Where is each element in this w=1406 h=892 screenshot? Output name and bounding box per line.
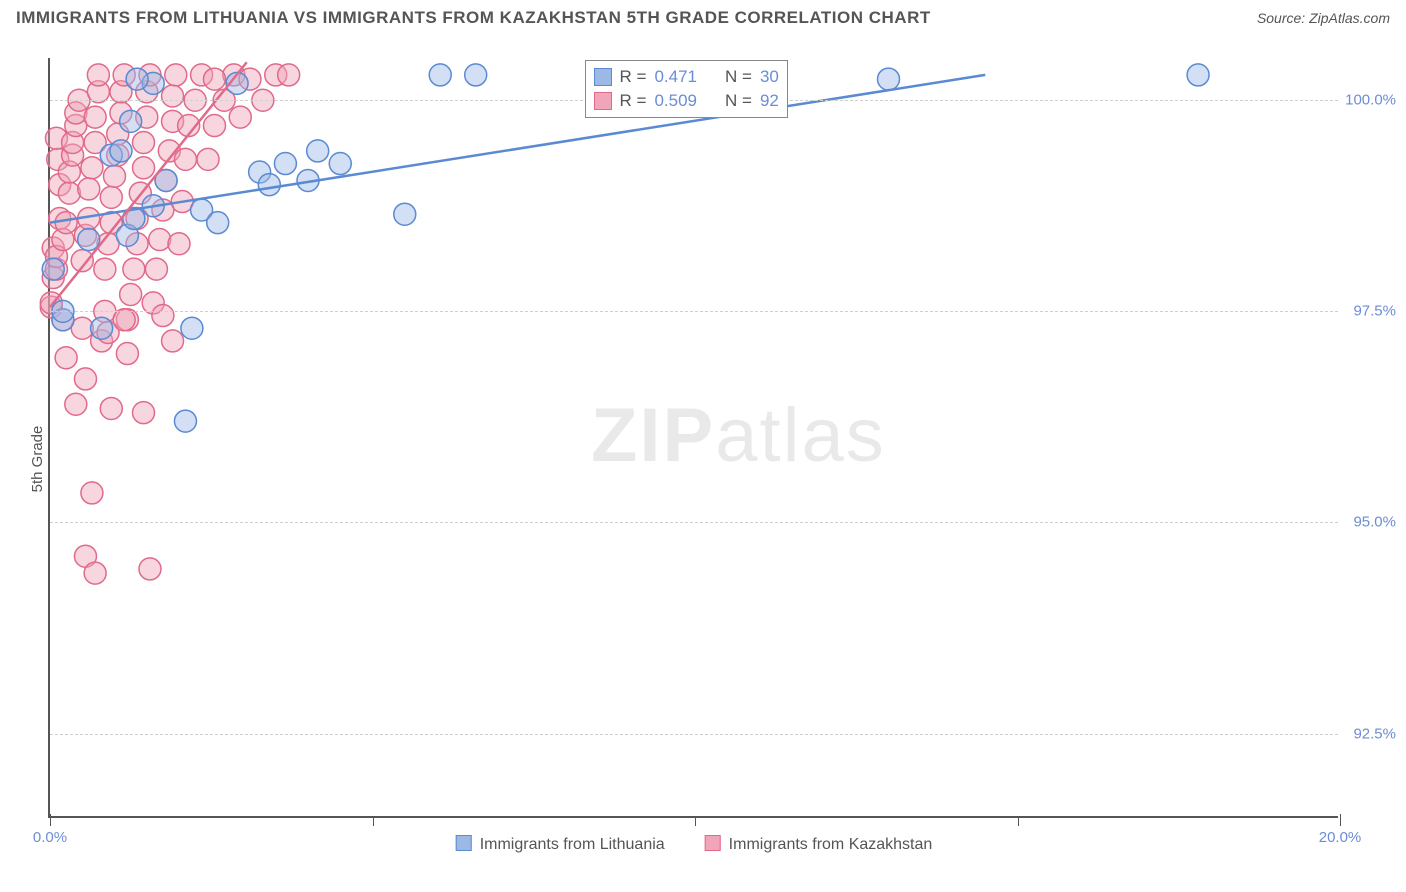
data-point <box>126 68 148 90</box>
data-point <box>110 140 132 162</box>
data-point <box>278 64 300 86</box>
data-point <box>87 64 109 86</box>
data-point <box>162 85 184 107</box>
x-tick-label: 20.0% <box>1319 829 1362 846</box>
data-point <box>149 229 171 251</box>
legend-label: Immigrants from Lithuania <box>480 836 665 853</box>
data-point <box>100 397 122 419</box>
data-point <box>100 186 122 208</box>
data-point <box>133 402 155 424</box>
data-point <box>394 203 416 225</box>
data-point <box>1187 64 1209 86</box>
swatch-icon <box>456 835 472 851</box>
data-point <box>78 178 100 200</box>
swatch-icon <box>594 68 612 86</box>
stats-box: R = 0.471 N = 30 R = 0.509 N = 92 <box>585 60 788 118</box>
y-axis-label: 5th Grade <box>29 426 46 493</box>
data-point <box>91 317 113 339</box>
data-point <box>81 482 103 504</box>
data-point <box>78 229 100 251</box>
data-point <box>329 153 351 175</box>
data-point <box>55 347 77 369</box>
r-label: R = <box>620 91 647 111</box>
swatch-icon <box>705 835 721 851</box>
chart-wrap: 5th Grade ZIPatlas 92.5%95.0%97.5%100.0%… <box>0 34 1406 884</box>
data-point <box>104 165 126 187</box>
data-point <box>307 140 329 162</box>
stats-row: R = 0.471 N = 30 <box>594 65 779 89</box>
y-tick-label: 95.0% <box>1353 514 1396 531</box>
data-point <box>120 110 142 132</box>
data-point <box>207 212 229 234</box>
y-tick-label: 92.5% <box>1353 725 1396 742</box>
n-value: 30 <box>760 67 779 87</box>
data-point <box>165 64 187 86</box>
x-tick <box>50 814 51 826</box>
legend-label: Immigrants from Kazakhstan <box>729 836 933 853</box>
data-point <box>84 106 106 128</box>
x-tick-label: 0.0% <box>33 829 67 846</box>
data-point <box>133 131 155 153</box>
data-point <box>133 157 155 179</box>
n-value: 92 <box>760 91 779 111</box>
title-bar: IMMIGRANTS FROM LITHUANIA VS IMMIGRANTS … <box>0 0 1406 34</box>
gridline-h <box>50 734 1338 735</box>
data-point <box>58 182 80 204</box>
data-point <box>197 148 219 170</box>
data-point <box>139 558 161 580</box>
y-tick-label: 97.5% <box>1353 303 1396 320</box>
data-point <box>152 305 174 327</box>
x-tick <box>695 816 696 826</box>
data-point <box>84 562 106 584</box>
data-point <box>174 148 196 170</box>
data-point <box>878 68 900 90</box>
stats-row: R = 0.509 N = 92 <box>594 89 779 113</box>
legend-item: Immigrants from Kazakhstan <box>705 835 933 854</box>
data-point <box>55 212 77 234</box>
plot-area: ZIPatlas 92.5%95.0%97.5%100.0%0.0%20.0%R… <box>48 58 1338 818</box>
gridline-h <box>50 311 1338 312</box>
data-point <box>274 153 296 175</box>
legend: Immigrants from Lithuania Immigrants from… <box>456 835 933 854</box>
scatter-svg <box>50 58 1340 818</box>
r-value: 0.509 <box>654 91 697 111</box>
x-tick <box>373 816 374 826</box>
data-point <box>120 283 142 305</box>
data-point <box>145 258 167 280</box>
chart-title: IMMIGRANTS FROM LITHUANIA VS IMMIGRANTS … <box>16 8 931 28</box>
x-tick <box>1018 816 1019 826</box>
data-point <box>65 393 87 415</box>
data-point <box>229 106 251 128</box>
legend-item: Immigrants from Lithuania <box>456 835 665 854</box>
data-point <box>81 157 103 179</box>
swatch-icon <box>594 92 612 110</box>
n-label: N = <box>725 91 752 111</box>
data-point <box>465 64 487 86</box>
data-point <box>94 258 116 280</box>
data-point <box>116 343 138 365</box>
data-point <box>42 258 64 280</box>
data-point <box>123 258 145 280</box>
r-label: R = <box>620 67 647 87</box>
data-point <box>168 233 190 255</box>
data-point <box>162 330 184 352</box>
data-point <box>174 410 196 432</box>
data-point <box>181 317 203 339</box>
x-tick <box>1340 814 1341 826</box>
data-point <box>74 368 96 390</box>
r-value: 0.471 <box>654 67 697 87</box>
gridline-h <box>50 522 1338 523</box>
data-point <box>203 68 225 90</box>
n-label: N = <box>725 67 752 87</box>
data-point <box>203 115 225 137</box>
y-tick-label: 100.0% <box>1345 92 1396 109</box>
data-point <box>258 174 280 196</box>
data-point <box>429 64 451 86</box>
source-label: Source: ZipAtlas.com <box>1257 10 1390 26</box>
